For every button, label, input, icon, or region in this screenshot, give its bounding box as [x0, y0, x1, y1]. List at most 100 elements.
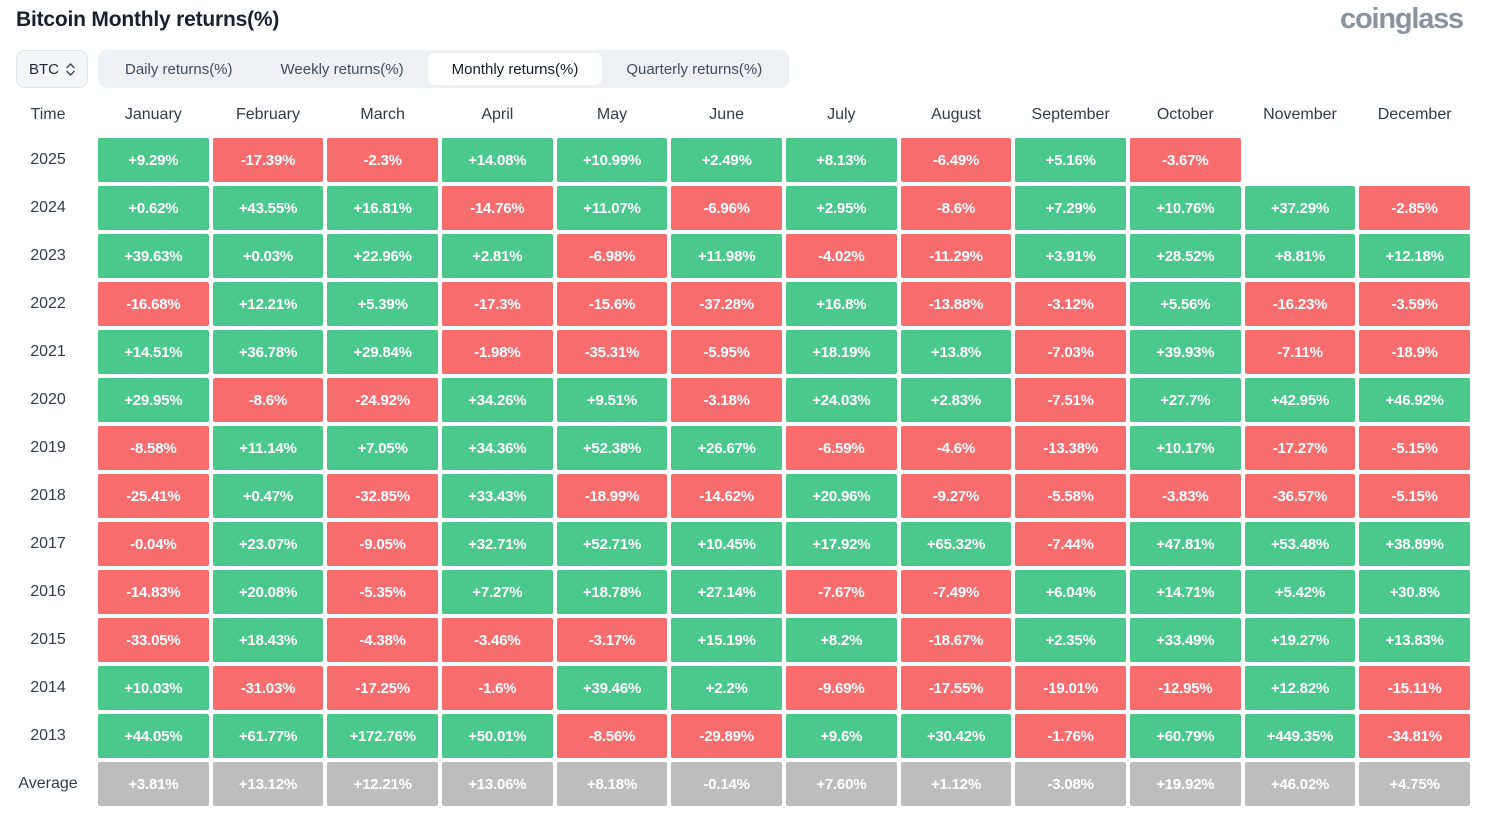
cell-slot: +29.84%: [325, 328, 440, 376]
return-cell: +52.38%: [556, 426, 668, 470]
cell-slot: -5.58%: [1013, 472, 1128, 520]
cell-slot: -32.85%: [325, 472, 440, 520]
cell-slot: -14.62%: [669, 472, 784, 520]
return-cell: +15.19%: [671, 618, 782, 662]
cell-slot: +7.60%: [784, 760, 899, 808]
cell-slot: +7.05%: [325, 424, 440, 472]
cell-slot: +3.91%: [1013, 232, 1128, 280]
year-row-label: 2013: [30, 727, 66, 744]
return-cell: +8.18%: [556, 762, 668, 806]
cell-slot: +32.71%: [440, 520, 555, 568]
cell-slot: -5.15%: [1357, 472, 1472, 520]
return-cell: +19.92%: [1129, 762, 1241, 806]
return-cell: -16.23%: [1244, 282, 1356, 326]
return-cell: +26.67%: [671, 426, 782, 470]
return-cell: +2.81%: [441, 234, 553, 278]
cell-slot: -18.9%: [1357, 328, 1472, 376]
return-cell: -37.28%: [671, 282, 782, 326]
return-cell: -0.14%: [671, 762, 782, 806]
return-cell: -6.98%: [556, 234, 668, 278]
return-cell: +43.55%: [212, 186, 324, 230]
cell-slot: +13.83%: [1357, 616, 1472, 664]
return-cell: +172.76%: [327, 714, 438, 758]
cell-slot: +9.51%: [555, 376, 670, 424]
cell-slot: +46.02%: [1243, 760, 1358, 808]
cell-slot: -24.92%: [325, 376, 440, 424]
returns-table: Time January February March April May June July…: [0, 94, 1472, 808]
return-cell: +19.27%: [1244, 618, 1356, 662]
cell-slot: +43.55%: [211, 184, 326, 232]
return-cell: -3.59%: [1359, 282, 1470, 326]
tab-weekly-returns[interactable]: Weekly returns(%): [280, 60, 404, 78]
cell-slot: -7.03%: [1013, 328, 1128, 376]
cell-slot: -19.01%: [1013, 664, 1128, 712]
return-cell: +27.7%: [1129, 378, 1241, 422]
return-cell: +13.06%: [441, 762, 553, 806]
cell-slot: -8.58%: [96, 424, 211, 472]
symbol-select[interactable]: BTC: [16, 50, 88, 88]
return-cell: -3.67%: [1129, 138, 1241, 182]
cell-slot: -14.76%: [440, 184, 555, 232]
cell-slot: -3.18%: [669, 376, 784, 424]
return-cell: -7.11%: [1244, 330, 1356, 374]
cell-slot: -3.59%: [1357, 280, 1472, 328]
cell-slot: -7.11%: [1243, 328, 1358, 376]
return-cell: +17.92%: [785, 522, 897, 566]
cell-slot: +30.42%: [899, 712, 1014, 760]
cell-slot: +22.96%: [325, 232, 440, 280]
month-column-header: August: [931, 106, 981, 123]
return-cell: +10.45%: [671, 522, 782, 566]
return-cell: +8.2%: [785, 618, 897, 662]
return-cell: +5.16%: [1015, 138, 1126, 182]
tab-monthly-returns[interactable]: Monthly returns(%): [427, 53, 603, 85]
return-cell: +39.63%: [98, 234, 209, 278]
return-cell: [1359, 138, 1470, 182]
cell-slot: -1.76%: [1013, 712, 1128, 760]
return-cell: -17.27%: [1244, 426, 1356, 470]
return-cell: +11.98%: [671, 234, 782, 278]
return-cell: -18.9%: [1359, 330, 1470, 374]
return-cell: +2.35%: [1015, 618, 1126, 662]
return-cell: -13.38%: [1015, 426, 1126, 470]
return-cell: -2.3%: [327, 138, 438, 182]
return-cell: +20.08%: [212, 570, 324, 614]
cell-slot: -7.67%: [784, 568, 899, 616]
return-cell: +7.05%: [327, 426, 438, 470]
cell-slot: +2.35%: [1013, 616, 1128, 664]
return-cell: -19.01%: [1015, 666, 1126, 710]
cell-slot: +5.39%: [325, 280, 440, 328]
tab-daily-returns[interactable]: Daily returns(%): [125, 60, 233, 78]
cell-slot: +17.92%: [784, 520, 899, 568]
return-cell: +20.96%: [785, 474, 897, 518]
return-cell: +24.03%: [785, 378, 897, 422]
cell-slot: +2.81%: [440, 232, 555, 280]
return-cell: -31.03%: [212, 666, 324, 710]
return-cell: +13.8%: [900, 330, 1012, 374]
cell-slot: -3.67%: [1128, 136, 1243, 184]
cell-slot: +20.08%: [211, 568, 326, 616]
tab-quarterly-returns[interactable]: Quarterly returns(%): [626, 60, 763, 78]
cell-slot: +12.21%: [325, 760, 440, 808]
cell-slot: +42.95%: [1243, 376, 1358, 424]
return-cell: -7.49%: [900, 570, 1012, 614]
return-cell: -7.51%: [1015, 378, 1126, 422]
cell-slot: +39.93%: [1128, 328, 1243, 376]
cell-slot: +3.81%: [96, 760, 211, 808]
cell-slot: -4.38%: [325, 616, 440, 664]
cell-slot: -33.05%: [96, 616, 211, 664]
cell-slot: +27.7%: [1128, 376, 1243, 424]
cell-slot: -7.51%: [1013, 376, 1128, 424]
return-cell: -11.29%: [900, 234, 1012, 278]
return-cell: -9.05%: [327, 522, 438, 566]
cell-slot: -5.95%: [669, 328, 784, 376]
month-column-header: July: [827, 106, 856, 123]
month-column-header: February: [235, 106, 300, 123]
cell-slot: +28.52%: [1128, 232, 1243, 280]
return-cell: +5.39%: [327, 282, 438, 326]
cell-slot: +34.26%: [440, 376, 555, 424]
return-cell: +39.46%: [556, 666, 668, 710]
cell-slot: -2.3%: [325, 136, 440, 184]
return-cell: +47.81%: [1129, 522, 1241, 566]
cell-slot: +8.2%: [784, 616, 899, 664]
return-cell: +7.60%: [785, 762, 897, 806]
